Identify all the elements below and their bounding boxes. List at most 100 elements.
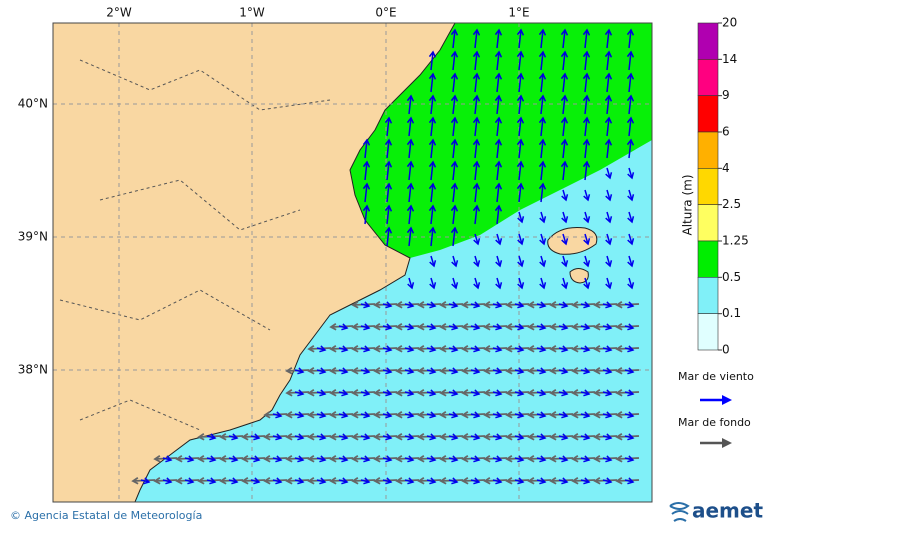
arrow-head [494, 72, 503, 80]
arrow [474, 277, 479, 289]
arrow-head [561, 323, 569, 331]
arrow-head [439, 411, 447, 419]
arrow-head [583, 301, 591, 309]
arrow [518, 95, 522, 115]
arrow-head [341, 455, 349, 463]
arrow-head [583, 477, 591, 485]
arrow-head [385, 301, 393, 309]
legend-arrow-head [722, 438, 732, 448]
arrow-head [517, 238, 525, 246]
arrow-head [461, 345, 469, 353]
arrow-head [571, 301, 579, 309]
arrow-head [297, 389, 305, 397]
arrow-head [593, 323, 601, 331]
arrow-head [373, 477, 381, 485]
arrow-head [571, 455, 579, 463]
arrow-head [297, 433, 305, 441]
arrow [496, 29, 500, 49]
arrow-head [429, 433, 437, 441]
arrow-head [505, 323, 513, 331]
arrow [408, 227, 412, 247]
arrow-head [219, 455, 227, 463]
arrow-head [428, 94, 437, 102]
arrow-head [451, 411, 459, 419]
arrow-head [395, 389, 403, 397]
arrow [408, 139, 412, 159]
arrow-head [351, 301, 359, 309]
arrow [408, 277, 413, 289]
arrow [452, 139, 456, 159]
arrow-head [473, 323, 481, 331]
arrow [562, 277, 567, 289]
arrow-head [406, 204, 415, 212]
arrow-head [351, 433, 359, 441]
arrow-head [461, 455, 469, 463]
arrow-head [451, 433, 459, 441]
arrow-head [483, 367, 491, 375]
arrow-head [561, 216, 569, 224]
arrow [430, 139, 434, 159]
arrow-head [505, 455, 513, 463]
arrow-head [165, 455, 173, 463]
arrow-head [197, 455, 205, 463]
arrow-head [571, 367, 579, 375]
arrow [452, 95, 456, 115]
arrow [430, 183, 434, 203]
arrow-head [527, 455, 535, 463]
arrow [430, 161, 434, 181]
arrow-head [615, 345, 623, 353]
arrow-head [516, 116, 525, 124]
arrow [408, 205, 412, 225]
arrow [562, 189, 567, 201]
arrow-head [407, 477, 415, 485]
arrow-head [384, 160, 393, 168]
arrow [386, 117, 390, 137]
arrow-head [604, 28, 613, 36]
arrow-head [538, 50, 547, 58]
arrow-head [407, 301, 415, 309]
arrow-head [560, 28, 569, 36]
arrow-head [407, 389, 415, 397]
arrow-head [439, 323, 447, 331]
arrow-head [615, 367, 623, 375]
arrow-head [407, 282, 415, 290]
arrow-head [285, 477, 293, 485]
arrow-head [494, 160, 503, 168]
arrow [496, 51, 500, 71]
arrow [408, 183, 412, 203]
arrow-head [263, 477, 271, 485]
arrow [518, 51, 522, 71]
arrow-head [429, 477, 437, 485]
arrow [452, 29, 456, 49]
arrow-head [385, 411, 393, 419]
arrow-head [450, 50, 459, 58]
arrow-head [307, 345, 315, 353]
arrow-head [561, 238, 569, 246]
arrow-head [517, 477, 525, 485]
arrow-head [351, 345, 359, 353]
arrow-head [451, 282, 459, 290]
arrow-head [549, 411, 557, 419]
arrow [474, 233, 479, 245]
arrow-head [187, 477, 195, 485]
arrow-head [407, 367, 415, 375]
arrow-head [439, 455, 447, 463]
legend-label: Mar de viento [678, 370, 754, 383]
arrow-head [406, 116, 415, 124]
arrow-head [583, 216, 591, 224]
arrow [606, 189, 611, 201]
arrow-head [439, 477, 447, 485]
arrow-head [263, 433, 271, 441]
colorbar-label: 20 [722, 16, 737, 30]
arrow-head [307, 367, 315, 375]
arrow-head [527, 411, 535, 419]
arrow-head [439, 433, 447, 441]
arrow [540, 233, 545, 245]
arrow-head [472, 94, 481, 102]
arrow [452, 277, 457, 289]
arrow [474, 139, 478, 159]
arrow [474, 29, 478, 49]
arrow-head [539, 411, 547, 419]
arrow-head [231, 455, 239, 463]
arrow [452, 205, 456, 225]
